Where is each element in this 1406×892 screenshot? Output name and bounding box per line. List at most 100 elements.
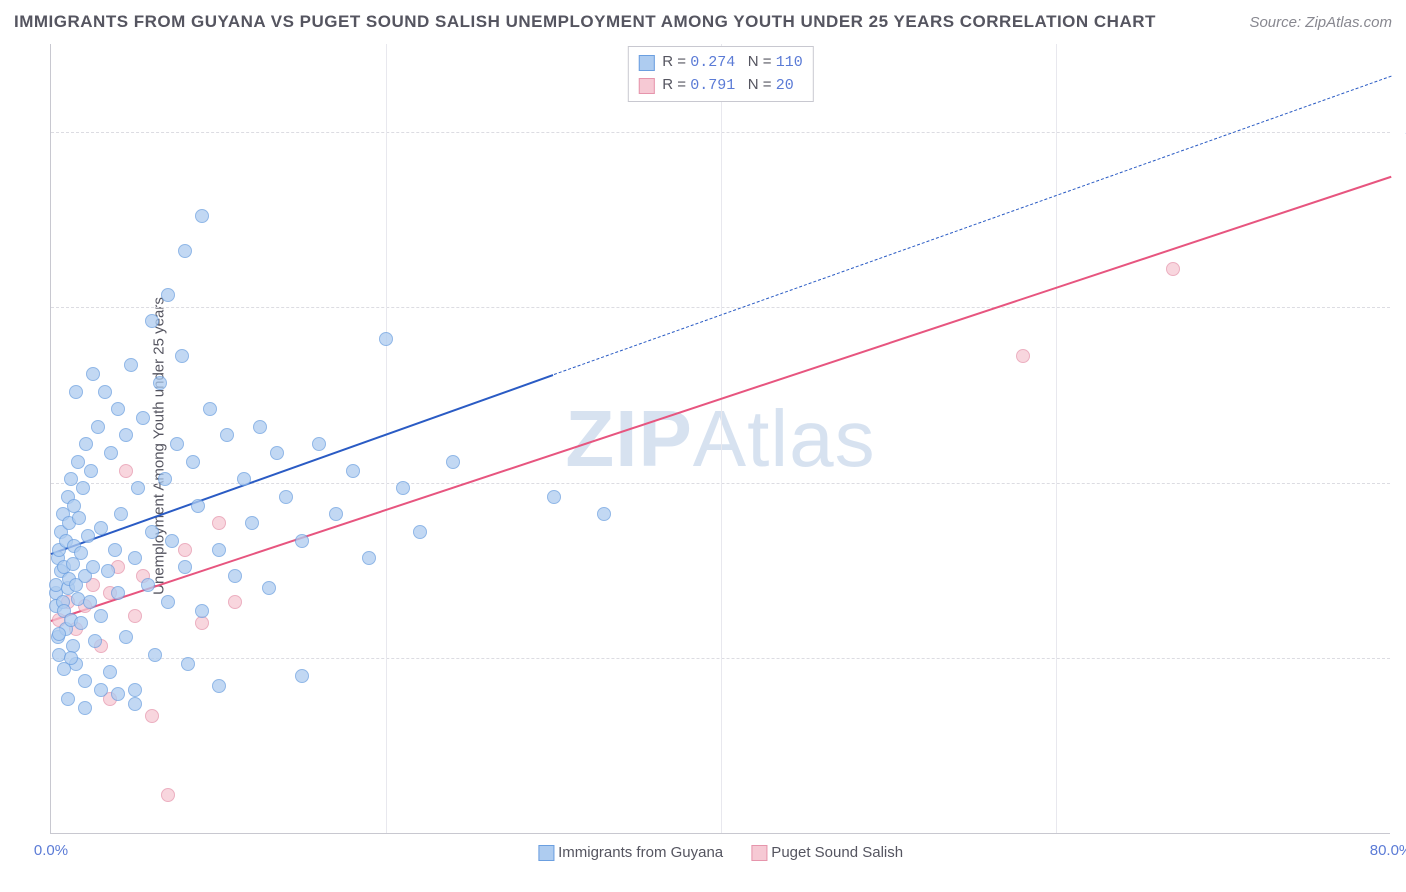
y-tick-label: 10.0% [1398,650,1406,667]
data-point-blue [181,657,195,671]
legend-row: R = 0.274 N = 110 [638,51,802,74]
legend-stats: R = 0.274 N = 110 [662,51,802,74]
data-point-blue [191,499,205,513]
y-tick-label: 40.0% [1398,123,1406,140]
data-point-pink [145,709,159,723]
data-point-blue [362,551,376,565]
data-point-blue [74,616,88,630]
data-point-blue [136,411,150,425]
data-point-blue [220,428,234,442]
data-point-blue [212,543,226,557]
data-point-blue [212,679,226,693]
plot-area: ZIPAtlas 10.0%20.0%30.0%40.0%0.0%80.0% R… [50,44,1390,834]
data-point-blue [597,507,611,521]
gridline-v [721,44,722,833]
legend-label: Puget Sound Salish [767,844,903,861]
trend-line [553,76,1391,375]
data-point-blue [161,595,175,609]
data-point-blue [69,385,83,399]
data-point-blue [228,569,242,583]
data-point-blue [72,511,86,525]
legend-swatch [751,845,767,861]
data-point-blue [270,446,284,460]
data-point-blue [148,648,162,662]
data-point-blue [141,578,155,592]
data-point-blue [111,687,125,701]
data-point-blue [279,490,293,504]
data-point-blue [245,516,259,530]
data-point-blue [81,529,95,543]
data-point-blue [98,385,112,399]
data-point-blue [119,630,133,644]
data-point-blue [295,669,309,683]
data-point-pink [212,516,226,530]
legend-item: Immigrants from Guyana [538,844,723,861]
data-point-blue [94,609,108,623]
data-point-blue [103,665,117,679]
data-point-blue [111,586,125,600]
gridline-v [386,44,387,833]
data-point-blue [153,376,167,390]
data-point-blue [76,481,90,495]
data-point-blue [86,367,100,381]
data-point-blue [145,525,159,539]
data-point-blue [84,464,98,478]
data-point-blue [119,428,133,442]
data-point-blue [195,604,209,618]
data-point-pink [128,609,142,623]
data-point-blue [237,472,251,486]
y-tick-label: 30.0% [1398,299,1406,316]
data-point-blue [52,627,66,641]
data-point-blue [178,244,192,258]
data-point-blue [83,595,97,609]
data-point-blue [346,464,360,478]
data-point-blue [446,455,460,469]
data-point-pink [1016,349,1030,363]
data-point-blue [329,507,343,521]
data-point-blue [396,481,410,495]
data-point-blue [128,551,142,565]
data-point-blue [94,683,108,697]
data-point-blue [86,560,100,574]
data-point-blue [131,481,145,495]
data-point-blue [128,697,142,711]
legend-swatch [638,78,654,94]
data-point-pink [161,788,175,802]
data-point-blue [170,437,184,451]
data-point-blue [175,349,189,363]
chart-title: IMMIGRANTS FROM GUYANA VS PUGET SOUND SA… [14,12,1156,32]
data-point-blue [78,674,92,688]
data-point-blue [195,209,209,223]
legend-swatch [638,55,654,71]
data-point-blue [108,543,122,557]
data-point-blue [262,581,276,595]
data-point-blue [101,564,115,578]
data-point-blue [379,332,393,346]
data-point-blue [547,490,561,504]
data-point-pink [1166,262,1180,276]
data-point-blue [78,701,92,715]
data-point-blue [186,455,200,469]
data-point-blue [161,288,175,302]
data-point-blue [312,437,326,451]
data-point-blue [91,420,105,434]
data-point-blue [413,525,427,539]
x-tick-label: 80.0% [1370,842,1406,859]
data-point-blue [124,358,138,372]
data-point-blue [295,534,309,548]
data-point-blue [114,507,128,521]
source-label: Source: ZipAtlas.com [1249,14,1392,31]
data-point-blue [165,534,179,548]
data-point-blue [64,651,78,665]
gridline-v [1056,44,1057,833]
data-point-blue [145,314,159,328]
x-tick-label: 0.0% [34,842,68,859]
data-point-pink [228,595,242,609]
data-point-blue [61,692,75,706]
data-point-blue [203,402,217,416]
y-tick-label: 20.0% [1398,474,1406,491]
data-point-blue [253,420,267,434]
legend-label: Immigrants from Guyana [554,844,723,861]
legend-stats: R = 0.791 N = 20 [662,74,793,97]
data-point-blue [178,560,192,574]
